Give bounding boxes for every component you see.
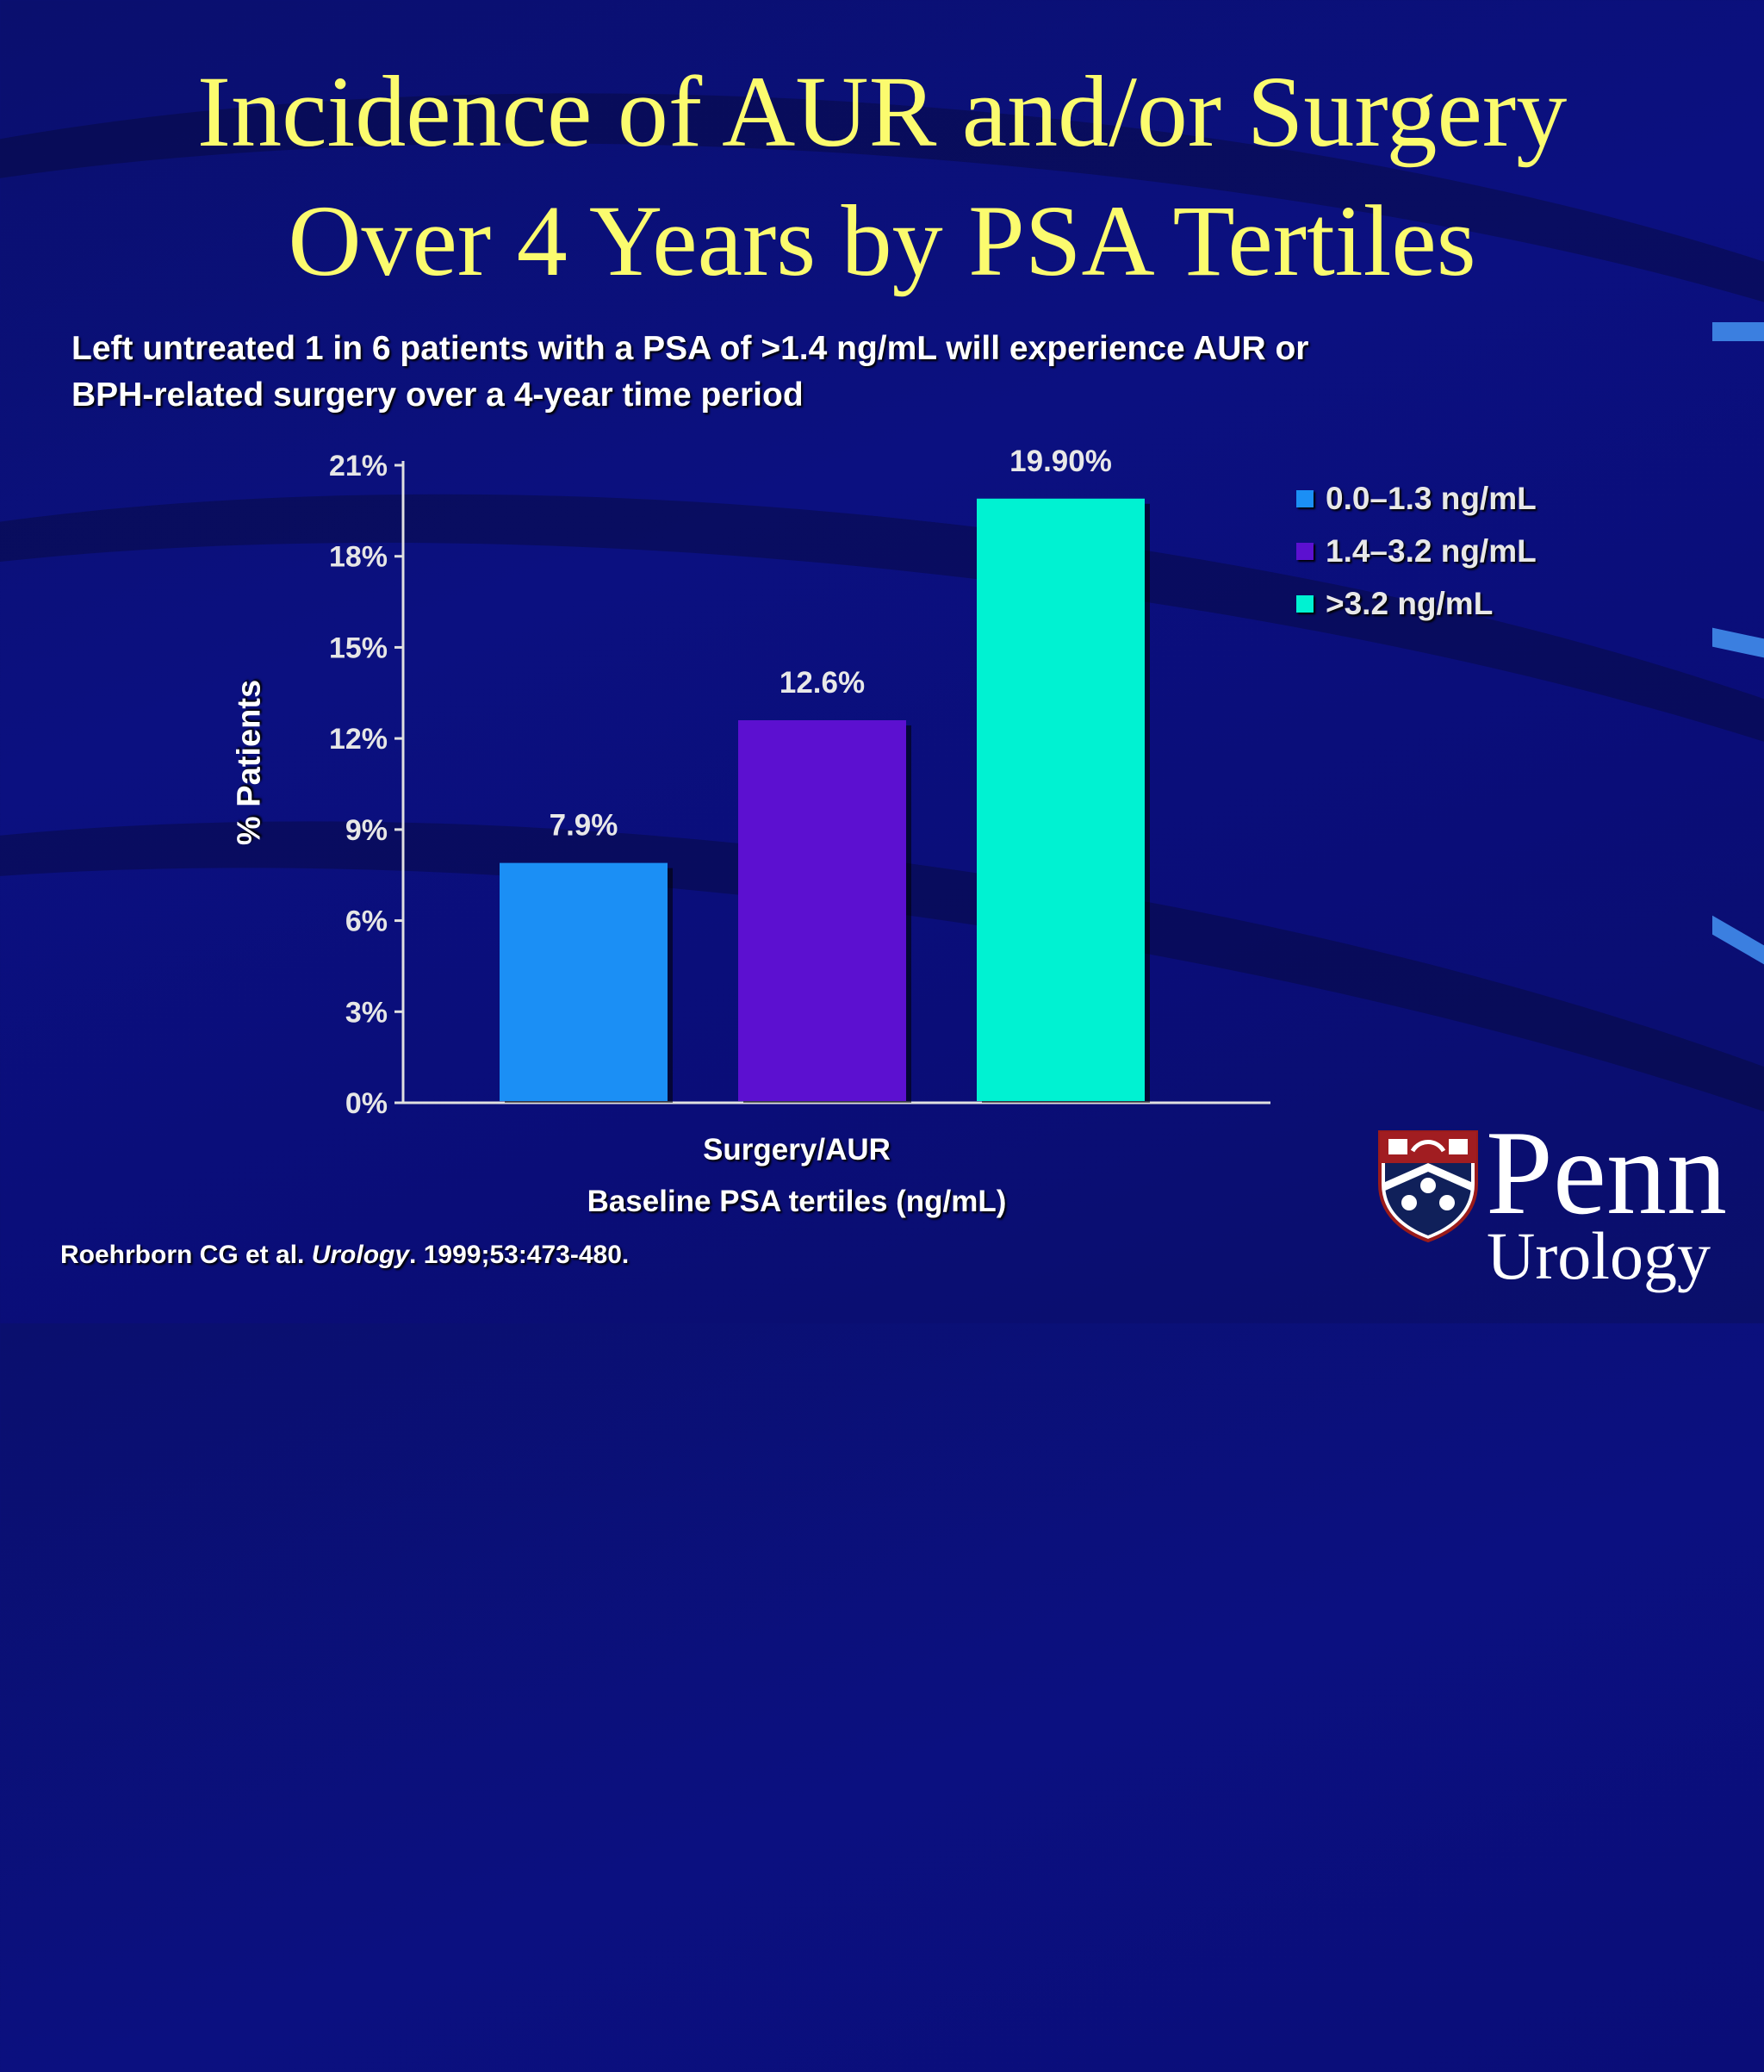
- legend-item: >3.2 ng/mL: [1296, 577, 1537, 630]
- subtitle-line-1: Left untreated 1 in 6 patients with a PS…: [71, 330, 1309, 367]
- legend-swatch: [1296, 542, 1314, 560]
- legend-label: 1.4–3.2 ng/mL: [1326, 532, 1537, 569]
- slide-title-line-1: Incidence of AUR and/or Surgery: [196, 55, 1568, 168]
- citation-details: . 1999;53:473-480.: [409, 1241, 630, 1269]
- x-axis-title: Baseline PSA tertiles (ng/mL): [587, 1185, 1007, 1218]
- legend-swatch: [1296, 594, 1314, 613]
- y-tick-label: 21%: [329, 450, 388, 482]
- citation-journal: Urology: [311, 1241, 410, 1269]
- penn-urology-logo: Penn Urology: [1370, 1109, 1731, 1297]
- y-tick-label: 0%: [345, 1087, 388, 1120]
- x-category-label: Surgery/AUR: [703, 1133, 891, 1167]
- bar-chart: 0% 3% 6% 9% 12% 15% 18% 21% 7.9% 12.6% 19.90%: [329, 445, 1270, 1120]
- subtitle-line-2: BPH-related surgery over a 4-year time p…: [71, 376, 804, 414]
- slide-title: Incidence of AUR and/or Surgery Over 4 Y…: [0, 47, 1764, 306]
- citation-authors: Roehrborn CG et al.: [60, 1241, 312, 1269]
- logo-wordmark: Penn: [1486, 1106, 1727, 1240]
- bar-value-label: 19.90%: [1009, 445, 1112, 478]
- y-tick-label: 15%: [329, 632, 388, 664]
- y-tick-label: 18%: [329, 541, 388, 574]
- legend-item: 1.4–3.2 ng/mL: [1296, 525, 1537, 577]
- edge-decoration: [1712, 915, 1764, 965]
- bar-value-label: 12.6%: [780, 666, 865, 700]
- bar: [500, 862, 668, 1101]
- bar: [977, 498, 1145, 1101]
- y-tick-label: 3%: [345, 996, 388, 1029]
- logo-department: Urology: [1487, 1218, 1711, 1293]
- bar: [738, 720, 906, 1101]
- y-axis-title: % Patients: [231, 679, 268, 846]
- chart-legend: 0.0–1.3 ng/mL 1.4–3.2 ng/mL >3.2 ng/mL: [1296, 472, 1537, 630]
- edge-decoration: [1712, 627, 1764, 658]
- slide-subtitle: Left untreated 1 in 6 patients with a PS…: [71, 326, 1579, 419]
- legend-label: >3.2 ng/mL: [1326, 585, 1494, 621]
- y-tick-label: 12%: [329, 723, 388, 756]
- y-tick-label: 6%: [345, 905, 388, 938]
- legend-swatch: [1296, 489, 1314, 507]
- y-tick-label: 9%: [345, 814, 388, 847]
- edge-decoration: [1712, 322, 1764, 341]
- legend-label: 0.0–1.3 ng/mL: [1326, 480, 1537, 516]
- slide-title-line-2: Over 4 Years by PSA Tertiles: [288, 184, 1476, 297]
- penn-shield-icon: [1378, 1130, 1478, 1242]
- citation: Roehrborn CG et al. Urology. 1999;53:473…: [60, 1241, 629, 1270]
- bar-value-label: 7.9%: [550, 809, 618, 843]
- legend-item: 0.0–1.3 ng/mL: [1296, 472, 1537, 525]
